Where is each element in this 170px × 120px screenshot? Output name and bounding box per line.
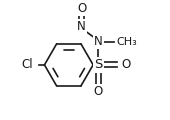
Text: S: S <box>94 58 103 71</box>
Text: O: O <box>77 2 86 15</box>
Text: O: O <box>94 85 103 98</box>
Text: N: N <box>94 35 103 48</box>
Text: Cl: Cl <box>21 58 33 71</box>
Text: N: N <box>77 20 86 33</box>
Text: CH₃: CH₃ <box>116 37 137 47</box>
Text: O: O <box>121 58 130 71</box>
